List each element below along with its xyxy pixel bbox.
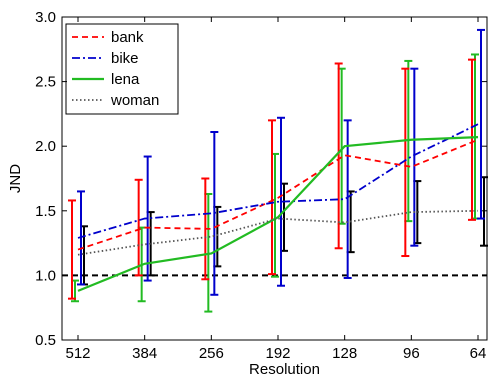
- y-axis-title: JND: [7, 164, 24, 193]
- y-tick-label: 2.0: [35, 138, 56, 155]
- x-tick-label: 256: [199, 345, 224, 362]
- legend-label: bike: [111, 50, 139, 67]
- series-line-bank: [77, 138, 479, 251]
- x-tick-label: 384: [132, 345, 157, 362]
- y-tick-label: 1.5: [35, 203, 56, 220]
- error-bar-bank: [68, 199, 76, 300]
- y-tick-label: 3.0: [35, 9, 56, 26]
- legend: bank bike lena woman: [65, 23, 179, 115]
- legend-label: bank: [111, 29, 144, 46]
- x-tick-label: 192: [265, 345, 290, 362]
- x-tick-label: 64: [470, 345, 487, 362]
- error-bar-bank: [334, 62, 343, 250]
- error-bar-bank: [134, 178, 143, 277]
- y-tick-label: 1.0: [35, 267, 56, 284]
- error-bar-bank: [268, 119, 276, 276]
- series-line-lena: [77, 136, 479, 292]
- series-line-bike: [77, 123, 479, 239]
- x-tick-label: 512: [65, 345, 90, 362]
- legend-box: [65, 23, 179, 115]
- x-tick-label: 128: [332, 345, 357, 362]
- error-bar-bike: [410, 67, 419, 247]
- x-axis-title: Resolution: [249, 361, 320, 378]
- legend-entry-lena: lena: [72, 71, 140, 88]
- error-bar-bank: [468, 58, 476, 221]
- legend-entry-bike: bike: [72, 50, 139, 67]
- axes-frame: [61, 16, 488, 341]
- legend-label: woman: [110, 92, 159, 109]
- error-bar-bike: [477, 28, 485, 220]
- legend-entry-woman: woman: [72, 92, 159, 109]
- y-tick-label: 0.5: [35, 332, 56, 349]
- x-tick-label: 96: [403, 345, 420, 362]
- error-bar-bike: [143, 155, 152, 282]
- error-bar-bike: [277, 116, 285, 287]
- axes: 0.5 1.0 1.5 2.0 2.5 3.0 512 384 256 192 128 96 64 Res…: [7, 9, 488, 378]
- y-tick-label: 2.5: [35, 74, 56, 91]
- legend-label: lena: [111, 71, 140, 88]
- plot-area: [62, 28, 488, 313]
- legend-entry-bank: bank: [72, 29, 144, 46]
- error-bar-bank: [401, 67, 410, 258]
